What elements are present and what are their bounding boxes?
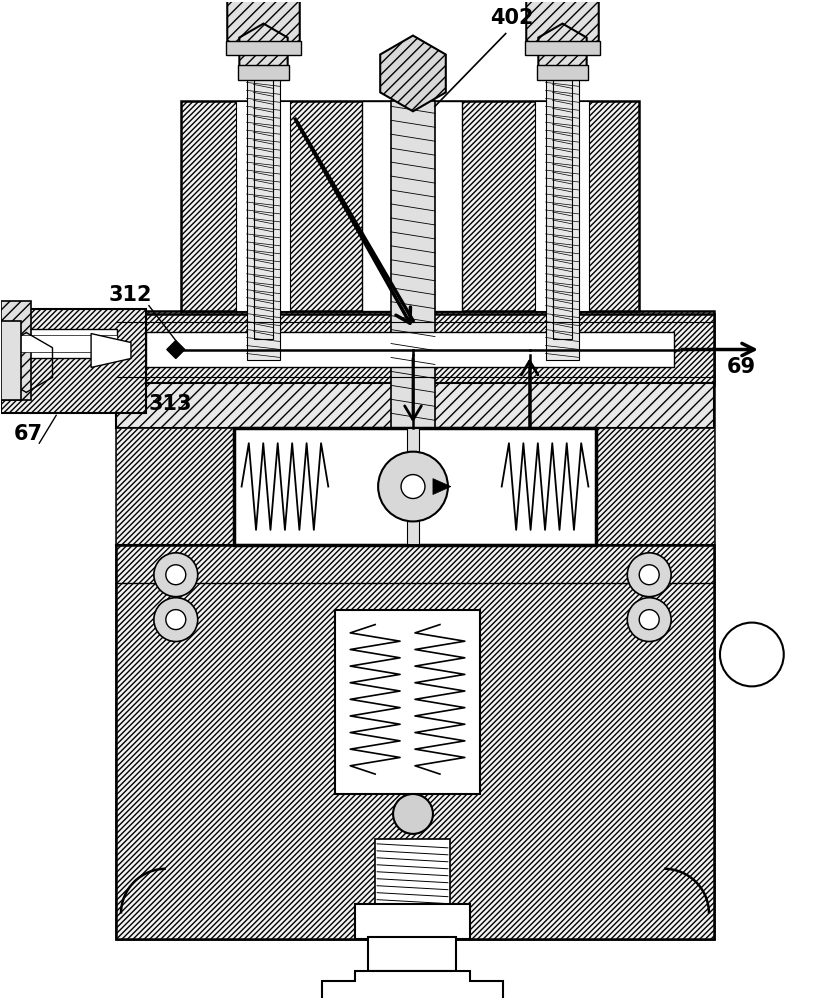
Circle shape <box>154 598 198 642</box>
Circle shape <box>628 553 672 597</box>
Bar <box>236 101 290 311</box>
Polygon shape <box>323 971 503 1000</box>
Circle shape <box>401 475 425 499</box>
Text: 69: 69 <box>727 357 756 377</box>
Bar <box>368 937 456 971</box>
Bar <box>116 428 233 545</box>
Bar <box>181 101 639 311</box>
Bar <box>2 309 146 413</box>
Bar <box>226 41 301 55</box>
Circle shape <box>393 794 433 834</box>
Bar <box>116 545 714 939</box>
Bar <box>538 65 588 80</box>
Bar <box>146 332 674 367</box>
Bar <box>596 428 714 545</box>
Bar <box>233 428 596 545</box>
Bar <box>2 301 31 400</box>
Bar <box>116 314 714 385</box>
Bar <box>335 610 480 794</box>
Circle shape <box>378 452 448 521</box>
Bar <box>391 101 435 450</box>
Circle shape <box>628 598 672 642</box>
Bar <box>407 428 419 545</box>
Bar <box>254 79 274 339</box>
Bar <box>355 904 470 939</box>
Bar <box>552 79 572 339</box>
Bar <box>116 311 714 939</box>
Circle shape <box>720 623 784 686</box>
Bar <box>2 321 22 400</box>
Text: 67: 67 <box>13 424 42 444</box>
Bar <box>375 839 450 904</box>
Polygon shape <box>227 0 299 61</box>
Bar <box>246 61 280 360</box>
Circle shape <box>166 610 186 630</box>
Circle shape <box>639 565 659 585</box>
Text: 312: 312 <box>109 285 152 305</box>
Text: 402: 402 <box>490 8 533 28</box>
Polygon shape <box>167 341 184 358</box>
Bar <box>534 101 590 311</box>
Circle shape <box>166 565 186 585</box>
Polygon shape <box>526 0 599 61</box>
Polygon shape <box>91 334 131 367</box>
Polygon shape <box>380 36 446 111</box>
Polygon shape <box>433 479 451 495</box>
Text: 313: 313 <box>149 394 193 414</box>
Bar <box>116 383 714 428</box>
Polygon shape <box>239 24 288 79</box>
Bar <box>9 329 117 358</box>
Bar <box>238 65 289 80</box>
Bar <box>546 61 580 360</box>
Polygon shape <box>538 24 586 79</box>
Circle shape <box>639 610 659 630</box>
Bar <box>362 101 461 311</box>
Circle shape <box>154 553 198 597</box>
Bar <box>9 335 117 352</box>
Bar <box>525 41 600 55</box>
